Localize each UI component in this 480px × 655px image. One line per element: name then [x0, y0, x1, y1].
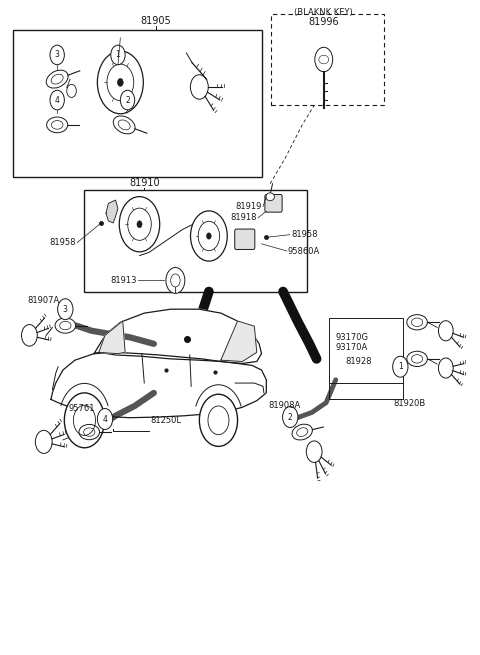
Text: 1: 1: [398, 362, 403, 371]
Text: 81907A: 81907A: [27, 295, 59, 305]
Polygon shape: [99, 321, 125, 354]
Text: 81913: 81913: [110, 276, 137, 285]
Text: 2: 2: [288, 413, 293, 422]
Text: 93170A: 93170A: [336, 343, 368, 352]
Circle shape: [283, 407, 298, 428]
Text: 81910: 81910: [129, 178, 159, 187]
Text: 3: 3: [55, 50, 60, 60]
Circle shape: [393, 356, 408, 377]
FancyBboxPatch shape: [265, 195, 282, 212]
Text: 81928: 81928: [345, 357, 372, 366]
Ellipse shape: [79, 424, 99, 440]
Text: 81958: 81958: [291, 230, 318, 239]
Ellipse shape: [113, 116, 135, 134]
Circle shape: [119, 196, 160, 252]
Text: 81905: 81905: [141, 16, 172, 26]
Polygon shape: [51, 352, 266, 418]
Ellipse shape: [292, 424, 312, 440]
FancyBboxPatch shape: [12, 30, 262, 177]
Text: 4: 4: [103, 415, 108, 424]
Circle shape: [50, 45, 64, 65]
FancyBboxPatch shape: [271, 14, 384, 105]
Text: 2: 2: [125, 96, 130, 105]
Ellipse shape: [47, 117, 68, 133]
Circle shape: [50, 90, 64, 110]
Ellipse shape: [46, 70, 68, 88]
Text: 81996: 81996: [309, 17, 339, 27]
Ellipse shape: [266, 193, 275, 200]
Text: 95761: 95761: [69, 404, 95, 413]
Circle shape: [64, 393, 105, 448]
Text: 81908A: 81908A: [269, 402, 301, 411]
Circle shape: [206, 233, 211, 239]
Text: 81958: 81958: [49, 238, 76, 247]
Circle shape: [120, 90, 135, 110]
Circle shape: [199, 394, 238, 447]
FancyBboxPatch shape: [84, 190, 307, 291]
Text: 81918: 81918: [230, 213, 257, 222]
Ellipse shape: [407, 314, 427, 330]
Polygon shape: [106, 200, 118, 223]
Text: 1: 1: [116, 50, 120, 60]
Text: (BLAKNK KEY): (BLAKNK KEY): [294, 8, 353, 17]
Text: 3: 3: [63, 305, 68, 314]
Circle shape: [137, 221, 142, 228]
Polygon shape: [94, 309, 262, 364]
Ellipse shape: [55, 318, 75, 333]
Circle shape: [97, 409, 113, 430]
FancyBboxPatch shape: [235, 229, 255, 250]
Text: 95860A: 95860A: [288, 246, 320, 255]
Text: 81919: 81919: [235, 202, 262, 211]
Circle shape: [111, 45, 125, 65]
Polygon shape: [221, 321, 257, 362]
Circle shape: [191, 211, 227, 261]
Ellipse shape: [407, 351, 427, 367]
Text: 81920B: 81920B: [393, 400, 425, 409]
Circle shape: [118, 79, 123, 86]
Text: 81250L: 81250L: [151, 416, 181, 425]
Text: 4: 4: [55, 96, 60, 105]
Circle shape: [97, 51, 144, 114]
Circle shape: [315, 47, 333, 72]
Circle shape: [166, 267, 185, 293]
Circle shape: [58, 299, 73, 320]
Text: 93170G: 93170G: [336, 333, 369, 343]
